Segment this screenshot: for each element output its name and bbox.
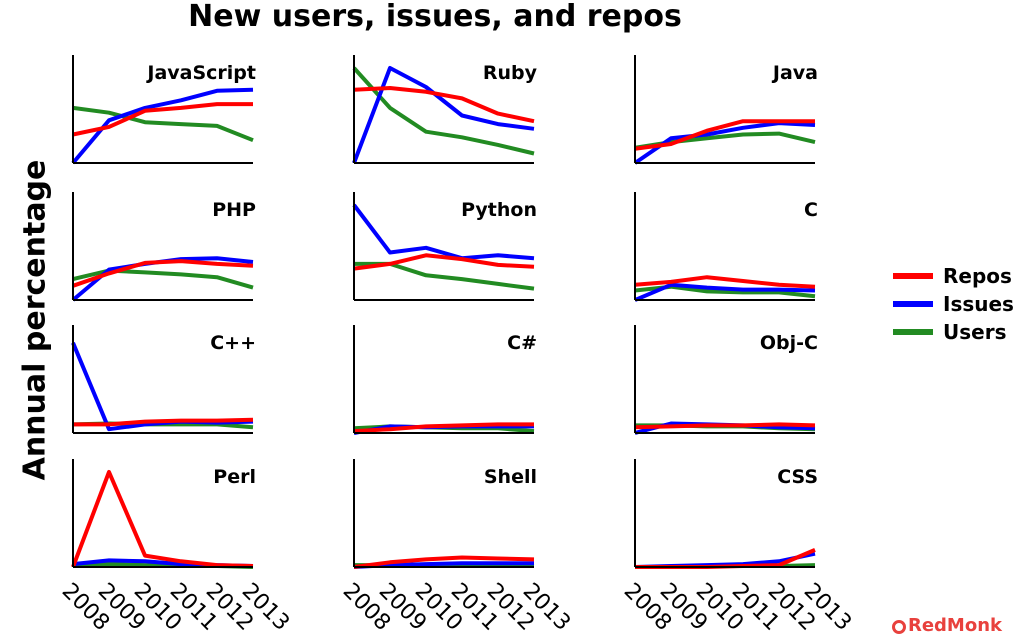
- panel-title: C++: [210, 332, 256, 354]
- redmonk-logo-icon: [892, 620, 906, 634]
- panel-title: C: [804, 199, 818, 221]
- panel-cplusplus: C++: [73, 325, 256, 433]
- panel-java: Java: [635, 55, 818, 163]
- panel-csharp: C#: [354, 325, 537, 433]
- legend-swatch-users: [893, 329, 933, 335]
- panel-title: Java: [771, 62, 818, 84]
- panel-ruby: Ruby: [354, 55, 538, 163]
- brand-name: RedMonk: [908, 615, 1002, 636]
- series-line-users: [354, 264, 534, 289]
- legend-swatch-repos: [893, 273, 933, 279]
- series-line-issues: [73, 343, 253, 429]
- legend-item-issues: Issues: [893, 290, 1014, 318]
- panel-title: C#: [507, 332, 537, 354]
- legend-label: Repos: [943, 264, 1012, 288]
- panel-python: Python: [354, 192, 537, 300]
- legend-item-repos: Repos: [893, 262, 1014, 290]
- legend-item-users: Users: [893, 318, 1014, 346]
- panel-obj-c: Obj-C: [635, 325, 818, 433]
- legend: Repos Issues Users: [893, 262, 1014, 346]
- series-line-issues: [635, 123, 815, 163]
- panel-javascript: JavaScript: [73, 55, 256, 163]
- series-line-issues: [73, 90, 253, 163]
- panel-title: Perl: [213, 466, 256, 488]
- panel-title: PHP: [212, 199, 256, 221]
- small-multiples-chart: JavaScript Ruby Java PHP Python C C++ C# Obj-C Pe…: [0, 0, 1024, 640]
- panel-title: Python: [461, 199, 537, 221]
- panel-title: JavaScript: [145, 62, 256, 84]
- panel-c: C: [635, 192, 818, 300]
- legend-swatch-issues: [893, 301, 933, 307]
- legend-label: Issues: [943, 292, 1014, 316]
- legend-label: Users: [943, 320, 1006, 344]
- redmonk-logo: RedMonk: [892, 615, 1002, 636]
- panel-title: Ruby: [483, 62, 538, 84]
- panel-php: PHP: [73, 192, 256, 300]
- series-line-users: [73, 108, 253, 140]
- series-line-repos: [635, 277, 815, 287]
- panel-title: CSS: [777, 466, 818, 488]
- panel-title: Shell: [484, 466, 537, 488]
- panel-title: Obj-C: [760, 332, 818, 354]
